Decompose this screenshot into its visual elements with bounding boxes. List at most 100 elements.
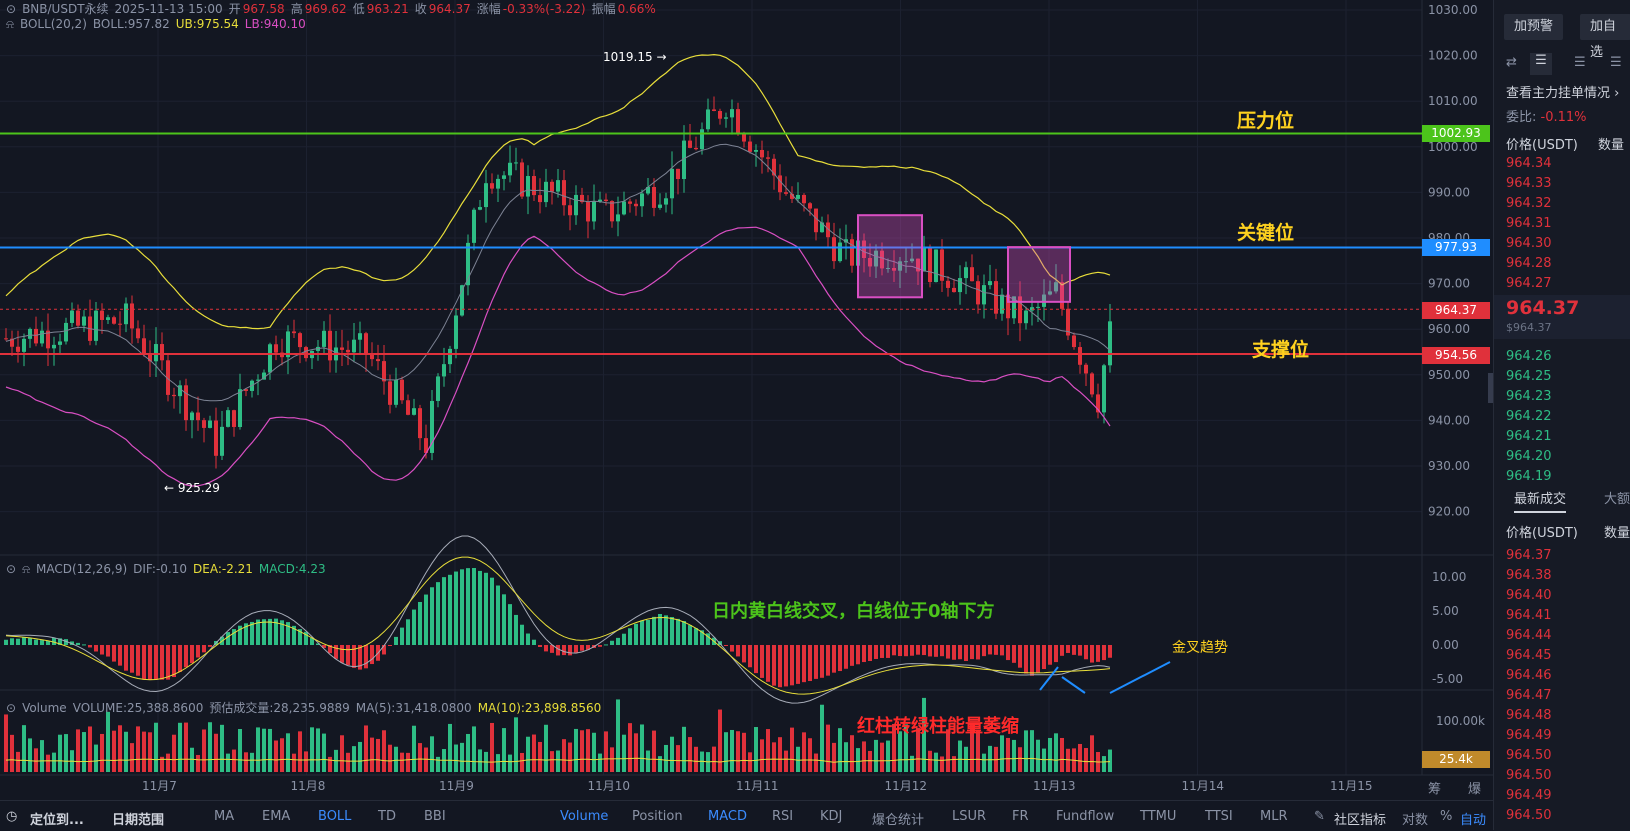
macd-histogram-bar: [670, 617, 674, 645]
indicator-ttmu[interactable]: TTMU: [1140, 809, 1177, 824]
bid-row[interactable]: 964.19: [1506, 469, 1552, 484]
ask-row[interactable]: 964.34: [1506, 156, 1552, 171]
ask-row[interactable]: 964.31: [1506, 216, 1552, 231]
volume-legend[interactable]: ⊙ Volume VOLUME:25,388.8600 预估成交量:28,235.98…: [6, 699, 607, 716]
clock-icon[interactable]: ◷: [6, 809, 18, 824]
trade-row[interactable]: 964.50: [1506, 808, 1552, 823]
indicator-position[interactable]: Position: [632, 809, 683, 824]
bid-row[interactable]: 964.21: [1506, 429, 1552, 444]
trade-row[interactable]: 964.50: [1506, 748, 1552, 763]
trade-row[interactable]: 964.49: [1506, 728, 1552, 743]
date-range-button[interactable]: 日期范围: [112, 813, 165, 828]
candle-body: [340, 347, 344, 350]
indicator-liquidation[interactable]: 爆仓统计: [872, 813, 925, 828]
macd-legend[interactable]: ⊙ ⍾ MACD(12,26,9) DIF:-0.10 DEA:-2.21 MACD:4.…: [6, 562, 332, 577]
community-indicators[interactable]: 社区指标: [1334, 813, 1387, 828]
trade-row[interactable]: 964.45: [1506, 648, 1552, 663]
macd-histogram-bar: [394, 636, 398, 645]
panel-collapse-handle[interactable]: [1488, 373, 1493, 403]
macd-histogram-bar: [496, 585, 500, 645]
macd-histogram-bar: [826, 645, 830, 676]
candle-body: [826, 222, 830, 238]
book-asks-icon[interactable]: ☰: [1610, 55, 1622, 70]
add-alert-button[interactable]: 加预警: [1504, 14, 1564, 40]
low-label: 低: [352, 2, 365, 16]
indicator-ttsi[interactable]: TTSI: [1205, 809, 1233, 824]
macd-histogram-bar: [76, 642, 80, 645]
macd-histogram-bar: [964, 645, 968, 662]
volume-bar: [520, 752, 524, 772]
chips-toggle[interactable]: 筹: [1428, 782, 1442, 797]
macd-histogram-bar: [838, 645, 842, 672]
bell-icon[interactable]: ⍾: [22, 562, 31, 576]
volume-bar: [886, 740, 890, 772]
order-watch-link[interactable]: 查看主力挂单情况 ›: [1506, 82, 1619, 101]
tab-large-trades[interactable]: 大额: [1604, 492, 1630, 507]
indicator-macd[interactable]: MACD: [708, 809, 747, 824]
collapse-icon[interactable]: ⊙: [6, 562, 17, 576]
tab-latest-trades[interactable]: 最新成交: [1514, 488, 1567, 513]
macd-histogram-bar: [694, 628, 698, 645]
bell-icon[interactable]: ⍾: [6, 17, 14, 31]
ask-row[interactable]: 964.33: [1506, 176, 1552, 191]
trade-row[interactable]: 964.49: [1506, 788, 1552, 803]
trade-row[interactable]: 964.38: [1506, 568, 1552, 583]
bid-row[interactable]: 964.20: [1506, 449, 1552, 464]
candle-body: [910, 258, 914, 262]
trade-row[interactable]: 964.44: [1506, 628, 1552, 643]
trade-row[interactable]: 964.48: [1506, 708, 1552, 723]
candle-body: [1102, 365, 1106, 413]
macd-histogram-bar: [502, 594, 506, 645]
layout-toggle-icon[interactable]: ⇄: [1506, 55, 1517, 70]
macd-histogram-bar: [436, 582, 440, 645]
indicator-fundflow[interactable]: Fundflow: [1056, 809, 1115, 824]
indicator-fr[interactable]: FR: [1012, 809, 1029, 824]
macd-histogram-bar: [286, 622, 290, 645]
volume-bar: [958, 740, 962, 772]
indicator-mlr[interactable]: MLR: [1260, 809, 1288, 824]
ask-row[interactable]: 964.30: [1506, 236, 1552, 251]
indicator-lsur[interactable]: LSUR: [952, 809, 987, 824]
trade-row[interactable]: 964.46: [1506, 668, 1552, 683]
indicator-boll[interactable]: BOLL: [318, 809, 352, 824]
trade-row[interactable]: 964.41: [1506, 608, 1552, 623]
candle-body: [580, 194, 584, 203]
log-scale-toggle[interactable]: 对数: [1402, 813, 1429, 828]
trade-row[interactable]: 964.37: [1506, 548, 1552, 563]
auto-scale-toggle[interactable]: 自动: [1460, 813, 1487, 828]
indicator-kdj[interactable]: KDJ: [820, 809, 843, 824]
locate-button[interactable]: 定位到...: [30, 813, 84, 828]
book-both-icon[interactable]: ☰: [1530, 53, 1552, 75]
indicator-rsi[interactable]: RSI: [772, 809, 794, 824]
candle-body: [820, 222, 824, 233]
ask-row[interactable]: 964.28: [1506, 256, 1552, 271]
edit-icon[interactable]: ✎: [1314, 809, 1325, 824]
collapse-icon[interactable]: ⊙: [6, 701, 17, 715]
bid-row[interactable]: 964.26: [1506, 349, 1552, 364]
boll-legend[interactable]: ⍾ BOLL(20,2) BOLL:957.82 UB:975.54 LB:940.10: [6, 17, 312, 32]
bid-row[interactable]: 964.22: [1506, 409, 1552, 424]
burst-toggle[interactable]: 爆: [1468, 782, 1482, 797]
add-watchlist-button[interactable]: 加自选: [1580, 14, 1630, 60]
volume-bar: [790, 727, 794, 772]
bid-row[interactable]: 964.25: [1506, 369, 1552, 384]
indicator-td[interactable]: TD: [378, 809, 396, 824]
indicator-bbi[interactable]: BBI: [424, 809, 446, 824]
ask-row[interactable]: 964.32: [1506, 196, 1552, 211]
bid-row[interactable]: 964.23: [1506, 389, 1552, 404]
percent-toggle[interactable]: %: [1440, 809, 1453, 824]
price-axis-label: 930.00: [1428, 459, 1470, 473]
indicator-ma[interactable]: MA: [214, 809, 235, 824]
volume-bar: [700, 751, 704, 772]
volume-bar: [28, 738, 32, 772]
trade-row[interactable]: 964.40: [1506, 588, 1552, 603]
indicator-volume[interactable]: Volume: [560, 809, 609, 824]
macd-value: MACD:4.23: [258, 562, 326, 576]
trade-row[interactable]: 964.47: [1506, 688, 1552, 703]
ask-row[interactable]: 964.27: [1506, 276, 1552, 291]
indicator-ema[interactable]: EMA: [262, 809, 291, 824]
book-bids-icon[interactable]: ☰: [1574, 55, 1586, 70]
chart-area[interactable]: 1030.00 1020.00 1010.00 1000.00 990.00 980.00…: [0, 0, 1493, 800]
trade-row[interactable]: 964.50: [1506, 768, 1552, 783]
kline-chart[interactable]: 1030.001020.001010.001000.00990.00980.00…: [0, 0, 1493, 800]
